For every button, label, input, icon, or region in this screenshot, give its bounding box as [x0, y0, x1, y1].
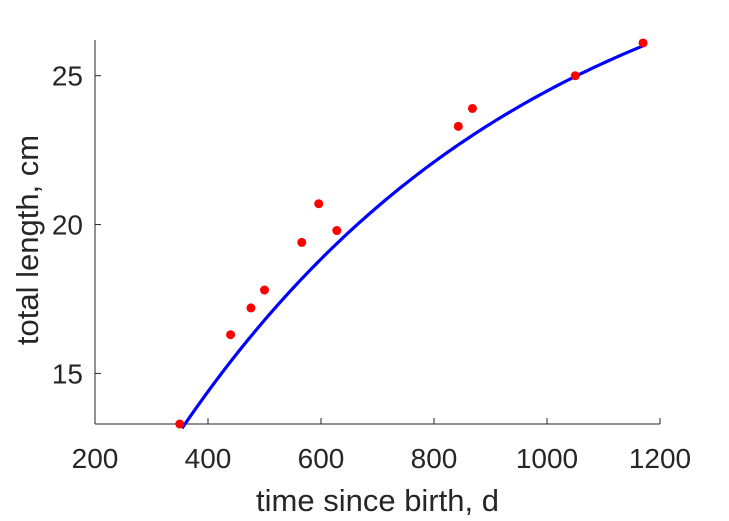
data-point	[332, 226, 342, 236]
x-tick-label: 200	[72, 443, 119, 474]
data-point	[638, 38, 648, 48]
axes: 200 400 600 800 1000 1200 15 20 25	[52, 40, 691, 474]
x-tick-label: 600	[298, 443, 345, 474]
data-point	[297, 237, 307, 247]
y-axis-label: total length, cm	[10, 135, 45, 345]
data-point	[570, 71, 580, 81]
data-point	[246, 303, 256, 313]
data-point	[175, 419, 185, 429]
y-tick-label: 25	[52, 61, 83, 92]
data-point	[314, 199, 324, 209]
x-tick-label: 1200	[629, 443, 691, 474]
y-tick-label: 15	[52, 358, 83, 389]
y-tick-label: 20	[52, 210, 83, 241]
fit-curve-line	[180, 44, 644, 430]
labels-layer: time since birth, d total length, cm	[10, 135, 499, 518]
data-points-layer	[175, 38, 648, 429]
data-point	[467, 103, 477, 113]
data-point	[453, 121, 463, 131]
fit-curve-layer	[180, 44, 644, 430]
x-tick-label: 400	[185, 443, 232, 474]
x-tick-label: 1000	[516, 443, 578, 474]
x-tick-label: 800	[411, 443, 458, 474]
x-axis-label: time since birth, d	[256, 483, 499, 518]
data-point	[260, 285, 269, 295]
data-point	[226, 330, 236, 340]
